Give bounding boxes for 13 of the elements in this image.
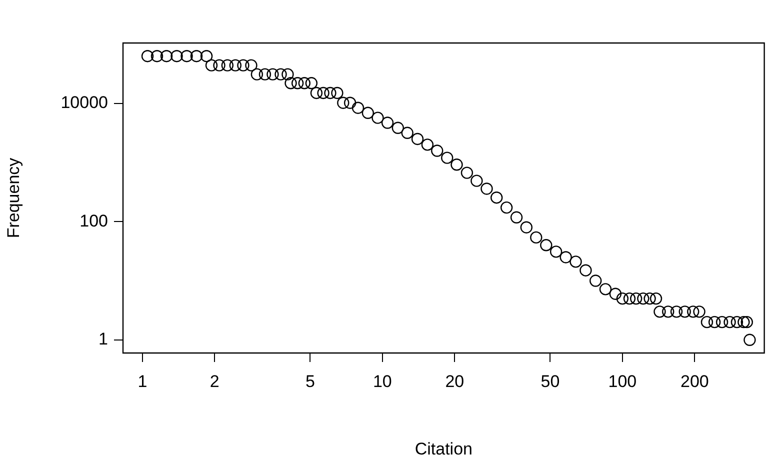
x-tick-label: 1 [138, 372, 148, 391]
y-tick-label: 10000 [60, 93, 108, 112]
y-tick-label: 1 [98, 330, 108, 349]
x-tick-label: 200 [680, 372, 709, 391]
y-tick-label: 100 [80, 211, 108, 230]
x-tick-label: 100 [608, 372, 637, 391]
y-axis-title: Frequency [4, 157, 23, 238]
x-tick-label: 2 [210, 372, 220, 391]
x-axis-title: Citation [414, 439, 472, 458]
x-tick-label: 20 [445, 372, 464, 391]
x-tick-label: 5 [305, 372, 315, 391]
x-tick-label: 50 [540, 372, 560, 391]
x-tick-label: 10 [372, 372, 392, 391]
